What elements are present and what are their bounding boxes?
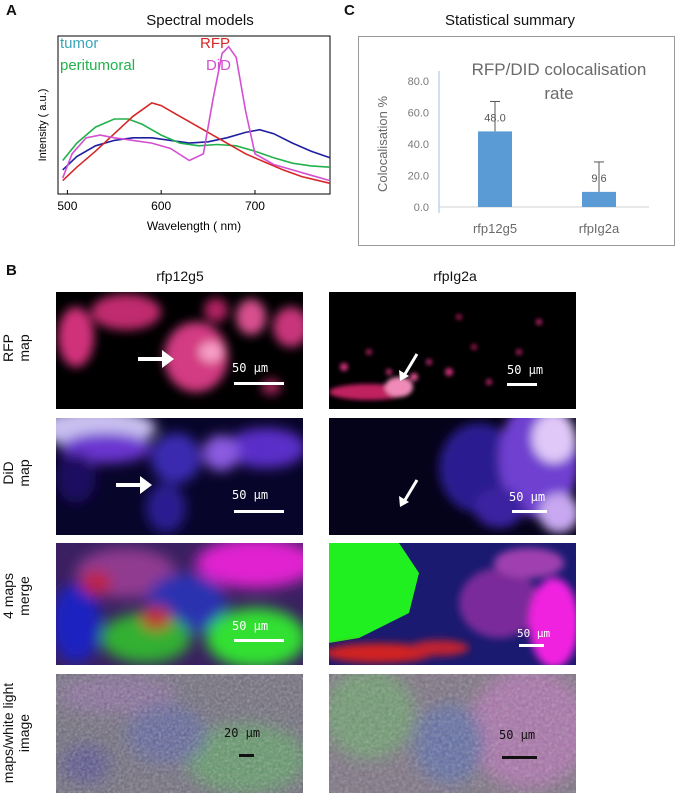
row-label-4-maps-merge: 4 maps merge [0, 573, 32, 619]
spectral-line-peritumoral [62, 118, 331, 168]
scale-label: 50 µm [499, 728, 536, 742]
bar-rfpig2a [582, 191, 616, 207]
scale-bar [507, 383, 537, 386]
image-rfp12g5-white-light: 20 µm [56, 674, 303, 793]
arrow-icon [114, 473, 154, 497]
panel-letter-a: A [6, 2, 17, 19]
scale-label: 50 µm [232, 619, 269, 633]
row-label-rfp-map: RFP map [0, 334, 32, 362]
bar-y-tick-label: 20.0 [408, 171, 429, 183]
panel-letter-c: C [344, 2, 355, 19]
x-tick-label: 700 [245, 199, 265, 213]
spectral-plot-frame [57, 35, 331, 195]
legend-tumor: tumor [60, 35, 98, 52]
bar-rfp12g5 [478, 131, 512, 207]
image-rfpig2a-white-light: 50 µm [329, 674, 576, 793]
spectral-chart: 500 600 700 Wavelength ( nm) Intensity ( a… [20, 30, 340, 245]
row-label-white-light: maps/white light image [0, 682, 32, 784]
scale-bar [519, 644, 544, 647]
arrow-icon [397, 352, 421, 382]
spectral-line-did [61, 45, 331, 182]
bar-y-tick-label: 60.0 [408, 108, 429, 120]
scale-label: 50 µm [232, 488, 269, 502]
spectral-y-axis-label: Intensity ( a.u.) [37, 89, 49, 162]
spectral-x-axis-label: Wavelength ( nm) [147, 219, 241, 233]
image-rfpig2a-rfp-map: 50 µm [329, 292, 576, 409]
arrow-icon [136, 347, 176, 371]
legend-did: DiD [206, 57, 231, 74]
bar-chart-title-line2: rate [544, 84, 573, 103]
x-tick-label: 600 [151, 199, 171, 213]
scale-bar [234, 639, 284, 642]
legend-peritumoral: peritumoral [60, 57, 135, 74]
bar-value-label: 9.6 [591, 173, 606, 185]
scale-label: 50 µm [517, 627, 551, 640]
spectral-line-rfp [62, 102, 331, 185]
bar-value-label: 48.0 [484, 112, 505, 124]
scale-label: 50 µm [232, 361, 269, 375]
image-rfp12g5-did-map: 50 µm [56, 418, 303, 535]
bar-y-tick-label: 0.0 [414, 202, 429, 214]
bar-chart-title-line1: RFP/DID colocalisation [472, 60, 647, 79]
bar-y-tick-label: 80.0 [408, 76, 429, 88]
image-rfpig2a-did-map: 50 µm [329, 418, 576, 535]
bar-y-axis-label: Colocalisation % [375, 96, 390, 193]
spectral-chart-svg: 500 600 700 Wavelength ( nm) Intensity ( a… [37, 35, 331, 233]
scale-bar [502, 756, 537, 759]
scale-bar [512, 510, 547, 513]
panel-letter-b: B [6, 262, 17, 279]
row-label-did-map: DiD map [0, 459, 32, 487]
scale-bar [239, 754, 254, 757]
bar-category-label: rfpIg2a [579, 221, 620, 236]
arrow-icon [397, 478, 421, 508]
x-tick-label: 500 [57, 199, 77, 213]
bar-chart-box: RFP/DID colocalisation rate 0.0 20.0 40.0 6… [358, 36, 675, 246]
bar-category-label: rfp12g5 [473, 221, 517, 236]
scale-bar [234, 510, 284, 513]
bar-chart-svg: RFP/DID colocalisation rate 0.0 20.0 40.0 6… [375, 60, 649, 236]
scale-label: 50 µm [509, 490, 546, 504]
scale-label: 20 µm [224, 726, 261, 740]
statistical-summary-title: Statistical summary [444, 12, 576, 29]
column-label-rfp12g5: rfp12g5 [156, 268, 204, 284]
bar-y-tick-label: 40.0 [408, 139, 429, 151]
column-label-rfpig2a: rfpIg2a [433, 268, 477, 284]
image-rfpig2a-merge: 50 µm [329, 543, 576, 665]
legend-rfp: RFP [200, 35, 230, 52]
spectral-models-title: Spectral models [146, 12, 254, 29]
scale-bar [234, 382, 284, 385]
scale-label: 50 µm [507, 363, 544, 377]
image-rfp12g5-merge: 50 µm [56, 543, 303, 665]
image-rfp12g5-rfp-map: 50 µm [56, 292, 303, 409]
